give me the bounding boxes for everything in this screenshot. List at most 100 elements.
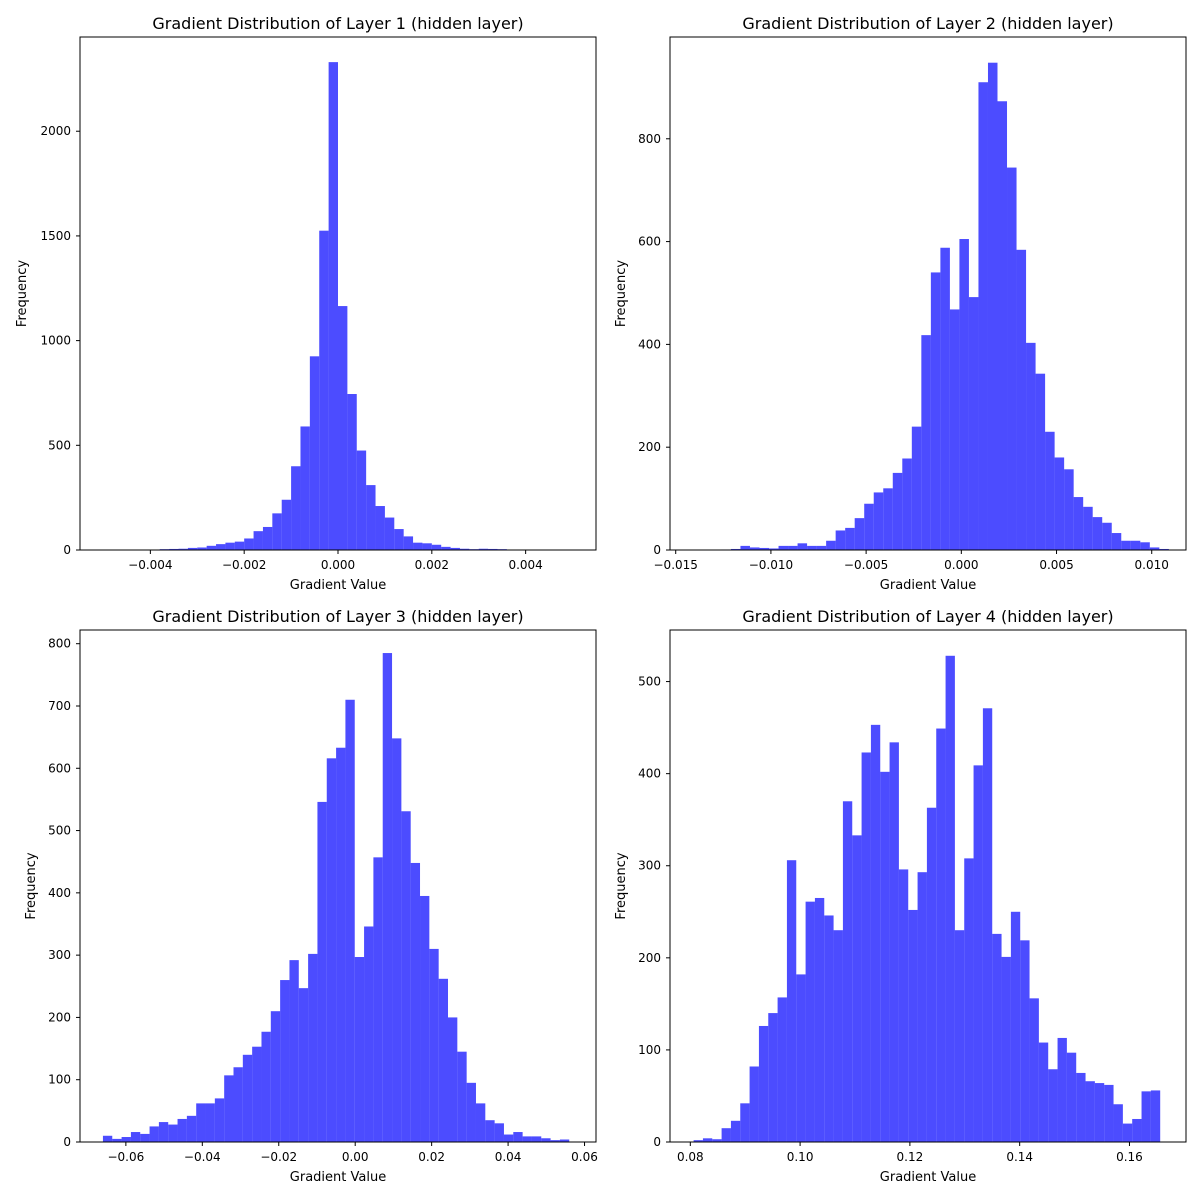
axes-frame bbox=[79, 629, 597, 1143]
histogram-bar bbox=[234, 541, 245, 550]
x-tick-label: −0.005 bbox=[844, 558, 888, 572]
histogram-bar bbox=[513, 1132, 523, 1142]
histogram-bar bbox=[459, 548, 470, 550]
histogram-bar bbox=[921, 335, 931, 550]
x-tick-label: −0.015 bbox=[654, 558, 698, 572]
histogram-bar bbox=[730, 548, 741, 550]
histogram-bar bbox=[852, 835, 862, 1142]
histogram-bar bbox=[262, 526, 273, 550]
chart-panel-2: −0.015 −0.010 −0.005 0.000 0.005 0.010 0 200 400… bbox=[614, 14, 1187, 593]
y-tick-label: 500 bbox=[48, 824, 71, 838]
histogram-bar bbox=[712, 1139, 722, 1142]
y-axis-label: Frequency bbox=[614, 852, 629, 919]
histogram-bar bbox=[187, 547, 198, 550]
x-tick-label: 0.10 bbox=[787, 1150, 814, 1164]
histogram-bar bbox=[1113, 1104, 1123, 1142]
chart-title: Gradient Distribution of Layer 4 (hidden… bbox=[742, 607, 1113, 626]
histogram-bar bbox=[420, 895, 430, 1142]
histogram-bar bbox=[693, 1140, 703, 1142]
x-tick-label: 0.06 bbox=[571, 1150, 598, 1164]
histogram-bar bbox=[898, 869, 909, 1142]
histogram-bar bbox=[1092, 517, 1103, 550]
histogram-bar bbox=[940, 247, 950, 550]
histogram-bar bbox=[475, 1103, 486, 1142]
histogram-bar bbox=[168, 1124, 178, 1142]
histogram-bar bbox=[281, 499, 292, 550]
histogram-bar bbox=[441, 546, 451, 550]
histogram-bar bbox=[438, 978, 449, 1142]
histogram-bar bbox=[457, 1051, 467, 1142]
histogram-bar bbox=[911, 426, 922, 550]
x-axis-label: Gradient Value bbox=[290, 578, 386, 593]
y-tick-label: 700 bbox=[48, 699, 71, 713]
y-tick-label: 0 bbox=[63, 1135, 71, 1149]
histogram-bar bbox=[366, 485, 376, 550]
histogram-bar bbox=[298, 988, 309, 1142]
histogram-bar bbox=[1159, 548, 1169, 550]
histogram-bar bbox=[102, 1135, 113, 1142]
histogram-bar bbox=[494, 1123, 504, 1142]
histogram-bar bbox=[1048, 1069, 1058, 1142]
histogram-bar bbox=[1085, 1081, 1095, 1142]
histogram-bar bbox=[1038, 1042, 1049, 1142]
histogram-bar bbox=[289, 960, 299, 1142]
histogram-bar bbox=[945, 655, 955, 1142]
histogram-bar bbox=[883, 488, 893, 550]
x-tick-label: 0.010 bbox=[1135, 558, 1169, 572]
histogram-bar bbox=[158, 1122, 169, 1142]
histogram-bar bbox=[392, 738, 402, 1142]
x-tick-label: 0.14 bbox=[1006, 1150, 1033, 1164]
histogram-bar bbox=[1149, 547, 1160, 550]
histogram-bar bbox=[796, 974, 806, 1142]
x-tick-label: 0.00 bbox=[342, 1150, 369, 1164]
histogram-bar bbox=[964, 858, 974, 1142]
histogram-bar bbox=[845, 527, 855, 550]
histogram-bar bbox=[382, 653, 393, 1142]
y-tick-label: 300 bbox=[638, 859, 661, 873]
histogram-bar bbox=[196, 1103, 206, 1142]
histogram-bar bbox=[448, 1017, 458, 1142]
y-tick-label: 600 bbox=[48, 761, 71, 775]
histogram-bar bbox=[375, 506, 385, 550]
histogram-bar bbox=[968, 297, 979, 550]
histogram-bar bbox=[354, 957, 365, 1142]
histogram-bar bbox=[272, 513, 282, 550]
y-axis-label: Frequency bbox=[24, 852, 39, 919]
histogram-bar bbox=[488, 548, 498, 550]
x-tick-label: −0.04 bbox=[184, 1150, 221, 1164]
histogram-bar bbox=[328, 62, 338, 551]
histogram-bar bbox=[936, 728, 946, 1142]
histogram-bar bbox=[253, 531, 263, 550]
x-tick-label: 0.005 bbox=[1039, 558, 1073, 572]
x-tick-label: 0.004 bbox=[508, 558, 542, 572]
y-tick-label: 200 bbox=[638, 440, 661, 454]
histogram-bar bbox=[522, 1136, 532, 1142]
x-axis-label: Gradient Value bbox=[880, 578, 976, 593]
histogram-bar bbox=[121, 1137, 131, 1142]
histogram-bar bbox=[1029, 998, 1039, 1142]
y-tick-label: 400 bbox=[48, 886, 71, 900]
histogram-bar bbox=[130, 1132, 141, 1142]
histogram-bar bbox=[244, 538, 254, 550]
histogram-bar bbox=[429, 948, 439, 1142]
histogram-bar bbox=[422, 543, 432, 550]
histogram-bar bbox=[178, 548, 188, 550]
histogram-bar bbox=[336, 747, 346, 1142]
histogram-bar bbox=[186, 1115, 197, 1142]
x-axis-label: Gradient Value bbox=[880, 1170, 976, 1185]
histogram-bar bbox=[413, 542, 423, 550]
x-tick-label: −0.02 bbox=[260, 1150, 297, 1164]
histogram-bar bbox=[1140, 542, 1150, 550]
histogram-bar bbox=[816, 545, 827, 550]
histogram-bar bbox=[930, 272, 941, 550]
histogram-bar bbox=[1083, 506, 1093, 550]
y-tick-label: 200 bbox=[638, 951, 661, 965]
y-tick-label: 600 bbox=[638, 235, 661, 249]
y-tick-label: 200 bbox=[48, 1010, 71, 1024]
y-axis-label: Frequency bbox=[614, 260, 629, 327]
histogram-bar bbox=[309, 356, 320, 550]
chart-panel-3: −0.06 −0.04 −0.02 0.00 0.02 0.04 0.06 0 100 200 30… bbox=[24, 607, 598, 1185]
histogram-bar bbox=[1026, 342, 1036, 550]
histogram-bar bbox=[242, 1054, 253, 1142]
histogram-bar bbox=[214, 1098, 225, 1142]
